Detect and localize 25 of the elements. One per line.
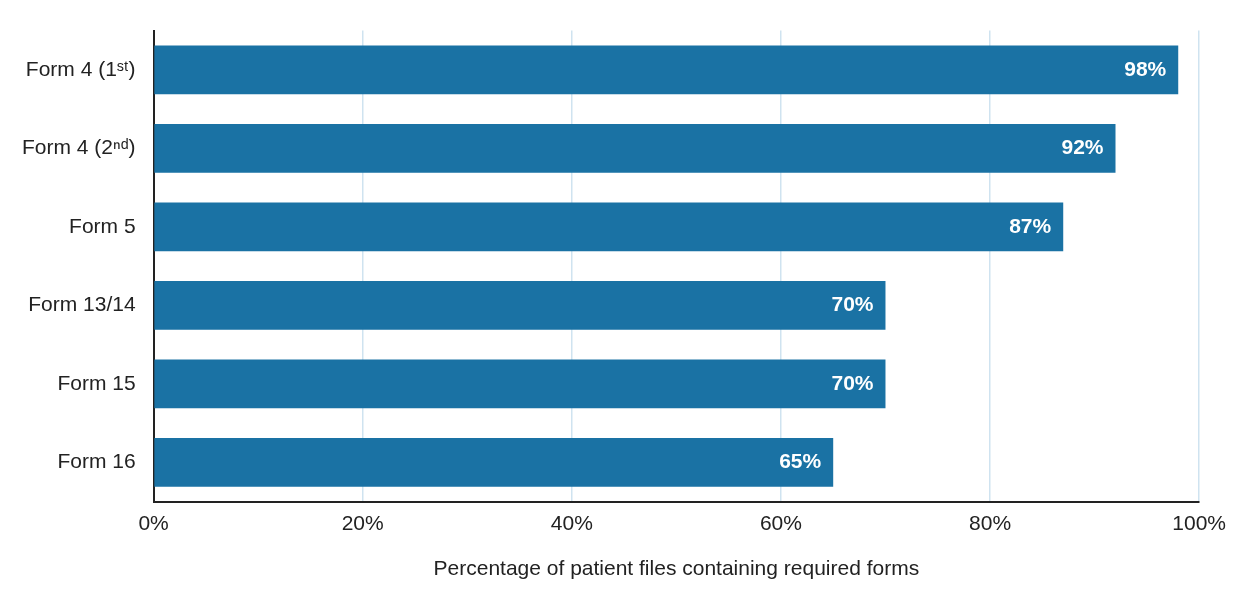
x-tick-label: 20% (341, 511, 384, 534)
x-tick-label: 40% (550, 511, 593, 534)
data-label: 70% (831, 370, 874, 394)
data-label: 87% (1009, 213, 1052, 237)
x-tick-label: 80% (969, 511, 1012, 534)
x-tick-label: 100% (1172, 511, 1226, 534)
data-label: 92% (1061, 135, 1104, 159)
bar (154, 438, 834, 487)
x-axis-title: Percentage of patient files containing required forms (433, 556, 920, 580)
data-label: 70% (831, 292, 874, 316)
bar (154, 359, 886, 409)
y-tick-label: Form 5 (69, 213, 136, 237)
data-label: 65% (779, 449, 822, 473)
y-tick-label: Form 16 (57, 449, 136, 473)
x-tick-label: 60% (759, 511, 802, 534)
bar (154, 124, 1116, 173)
y-tick-label: Form 13/14 (28, 292, 136, 316)
y-tick-label: Form 15 (57, 370, 136, 394)
x-tick-label: 0% (138, 511, 169, 534)
data-label: 98% (1124, 56, 1167, 80)
y-tick-label: Form 4 (1ˢᵗ) (25, 56, 136, 80)
bar (154, 202, 1064, 252)
bar (154, 281, 886, 330)
y-tick-label: Form 4 (2ⁿᵈ) (22, 135, 136, 159)
bar (154, 45, 1179, 95)
